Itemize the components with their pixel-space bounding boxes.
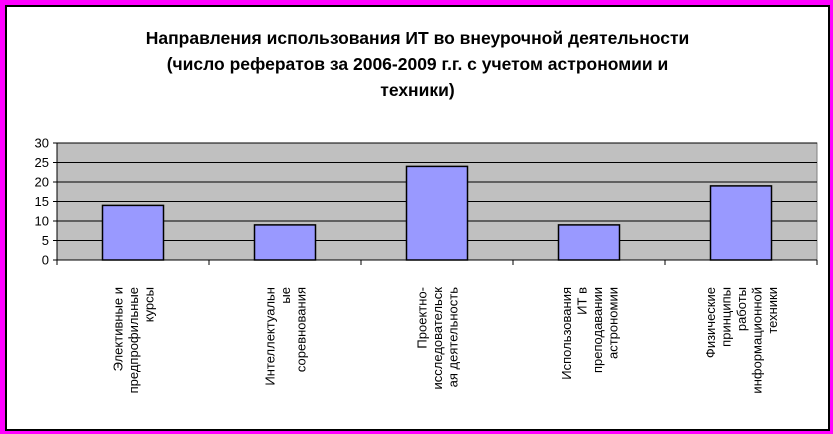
y-tick-label: 10 (35, 214, 49, 229)
chart-title-line-1: Направления использования ИТ во внеурочн… (145, 28, 690, 48)
y-tick-label: 15 (35, 194, 49, 209)
x-category-label: ая деятельность (446, 287, 461, 388)
x-category-label: Физические (703, 287, 718, 358)
x-category-label: курсы (142, 287, 157, 322)
x-category-label: принципы (719, 287, 734, 347)
x-category-label: преподавании (590, 287, 605, 373)
bar (557, 224, 621, 261)
bar-chart: 0 5 10 15 20 25 30 Элективные и предпрофильные ку… (35, 136, 818, 394)
x-category-label: исследовательск (430, 287, 445, 390)
x-category-label: ИТ в (574, 287, 589, 315)
chart-frame: Направления использования ИТ во внеурочн… (5, 5, 830, 431)
bar (709, 185, 773, 261)
x-category-label: информационной (750, 287, 765, 394)
x-category-label: Использования (559, 287, 574, 380)
x-category-label: техники (765, 287, 780, 334)
y-tick-label: 5 (42, 233, 49, 248)
x-category-label: ые (278, 287, 293, 304)
bar (101, 204, 165, 261)
chart-title-line-2: (число рефератов за 2006-2009 г.г. с уче… (166, 54, 669, 74)
bar (253, 224, 317, 261)
x-category-label: астрономии (605, 287, 620, 359)
chart-title-line-3: техники) (380, 80, 455, 100)
y-tick-label: 0 (42, 253, 49, 268)
x-category-label: Элективные и (111, 287, 126, 371)
x-category-label: работы (734, 287, 749, 331)
bar (405, 165, 469, 261)
x-category-label: Проектно- (415, 287, 430, 349)
y-tick-label: 30 (35, 136, 49, 151)
y-tick-label: 20 (35, 175, 49, 190)
x-category-label: соревнования (294, 287, 309, 372)
x-category-label: Интеллектуальн (263, 287, 278, 386)
x-category-label: предпрофильные (126, 287, 141, 393)
chart-title: Направления использования ИТ во внеурочн… (7, 25, 828, 103)
y-tick-label: 25 (35, 155, 49, 170)
